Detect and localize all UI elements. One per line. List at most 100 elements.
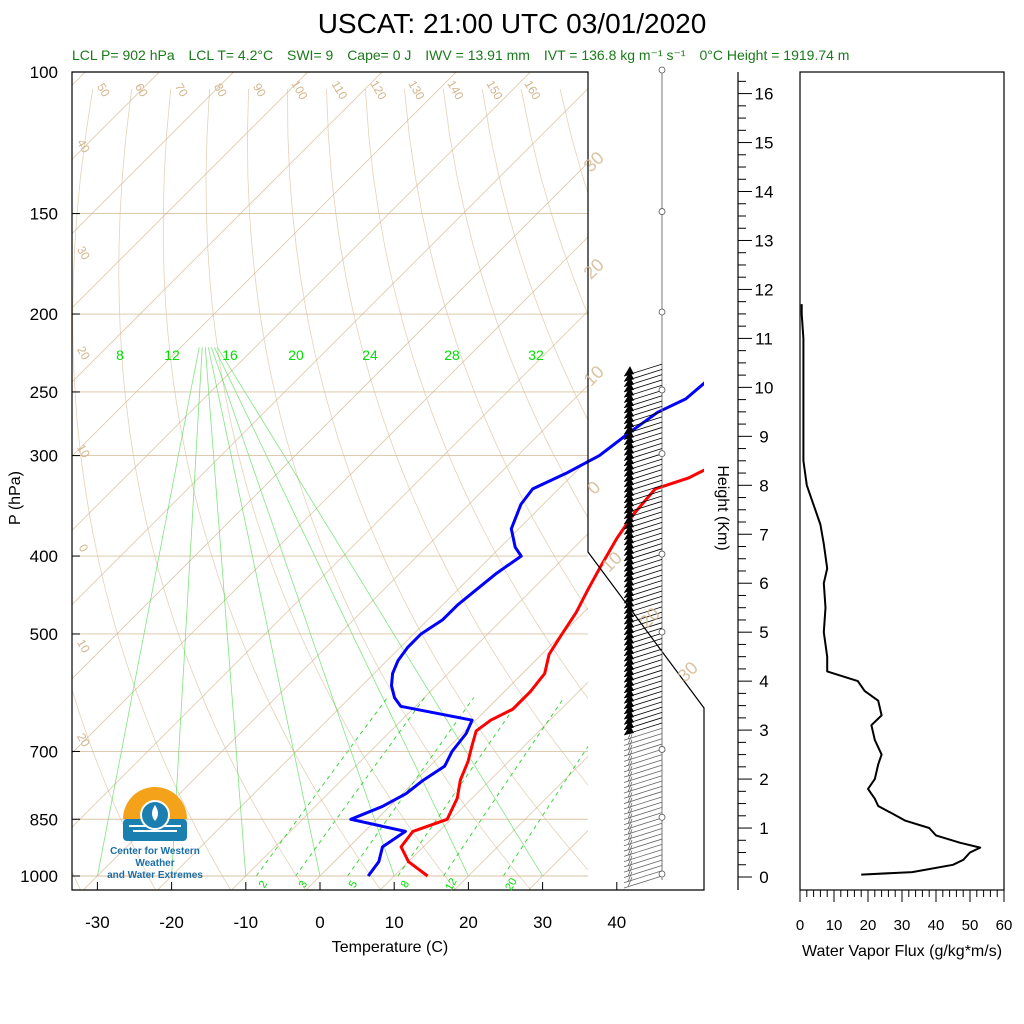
wind-barb-flag: [624, 666, 634, 677]
isotherm-top-label: 110: [329, 78, 351, 102]
temperature-tick-label: 10: [385, 913, 404, 932]
dry-adiabat-line: [162, 88, 382, 890]
isotherm-line: [82, 268, 704, 890]
wind-barb: [623, 653, 663, 667]
wind-barb: [623, 374, 663, 388]
mixing-ratio-bottom-label: 3: [297, 879, 310, 890]
wind-barb-flag: [624, 519, 634, 530]
wind-barb-flag: [624, 540, 634, 551]
temperature-tick-label: 40: [607, 913, 626, 932]
pressure-tick-label: 200: [30, 305, 58, 324]
wind-barb-shaft: [623, 838, 663, 852]
wind-barb-flag: [624, 397, 634, 408]
wind-barb-flag: [624, 603, 634, 614]
wind-barb: [623, 859, 663, 873]
mixing-ratio-line: [443, 697, 565, 877]
isotherm-top-label: 50: [94, 81, 113, 100]
height-axis-label: Height (Km): [714, 465, 731, 550]
mixing-ratio-label: 24: [362, 347, 378, 363]
temperature-tick-label: 20: [459, 913, 478, 932]
wind-barb: [623, 780, 663, 794]
isotherm-line: [72, 72, 606, 606]
wind-barb: [623, 706, 663, 720]
wind-barb: [623, 580, 663, 593]
stat-ivt: IVT = 136.8 kg m⁻¹ s⁻¹: [543, 47, 686, 63]
wind-barb-feather: [627, 861, 633, 872]
pressure-tick-label: 1000: [20, 867, 58, 886]
temperature-line: [399, 468, 704, 878]
wind-barb-flag: [624, 445, 634, 456]
wind-barb-flag: [624, 645, 634, 656]
wind-barb: [623, 384, 663, 398]
y-axis-label: P (hPa): [7, 471, 24, 525]
wind-barb: [623, 421, 663, 435]
wind-barb-feather: [627, 850, 633, 861]
wind-barb-feather: [627, 824, 633, 835]
dry-adiabat-line: [118, 88, 307, 890]
wind-barb-flag: [624, 366, 634, 377]
wind-barb-shaft: [623, 780, 663, 794]
wind-barb-flag: [624, 534, 634, 545]
wind-barb-flag: [624, 461, 634, 472]
wind-barb-flag: [624, 471, 634, 482]
flux-tick-label: 10: [826, 917, 843, 934]
wind-barb-flag: [624, 429, 634, 440]
staff-marker: [658, 550, 666, 558]
wind-barb-shaft: [623, 727, 663, 741]
stat-freezing-height: 0°C Height = 1919.74 m: [699, 47, 850, 63]
wind-barb-shaft: [623, 865, 663, 878]
height-tick-label: 10: [755, 378, 774, 397]
wind-barb-feather: [627, 776, 633, 787]
wind-barb: [623, 490, 663, 504]
isotherm-line: [72, 194, 704, 828]
flux-tick-label: 30: [894, 917, 911, 934]
wind-barb-flag: [624, 508, 634, 519]
wind-barb-flag: [624, 598, 634, 609]
temperature-tick-label: -30: [85, 913, 110, 932]
staff-marker: [658, 628, 666, 636]
mixing-ratio-label: 28: [444, 347, 460, 363]
wind-barb-shaft: [623, 849, 663, 862]
wind-barb-flag: [624, 703, 634, 714]
wind-barb: [623, 405, 663, 419]
wind-barb-flag: [624, 381, 634, 392]
flux-tick-label: 0: [796, 917, 804, 934]
wind-barb-flag: [624, 682, 634, 693]
wind-barb-flag: [624, 466, 634, 477]
pressure-tick-label: 250: [30, 383, 58, 402]
stat-cape: Cape= 0 J: [347, 47, 412, 63]
wind-barb-flag: [624, 529, 634, 540]
wind-barb: [623, 390, 663, 403]
staff-marker: [658, 813, 666, 821]
wind-barb: [623, 722, 663, 736]
wind-barb: [623, 506, 663, 519]
wind-barb-flag: [624, 556, 634, 567]
wind-barb-shaft: [623, 775, 663, 789]
wind-barb: [623, 437, 663, 451]
wind-barb: [623, 843, 663, 857]
wind-barb-shaft: [623, 822, 663, 836]
wind-barb-shaft: [623, 754, 663, 768]
moist-adiabat-line: [217, 347, 543, 877]
wind-barb-shaft: [623, 807, 663, 820]
isotherm-top-label: 80: [211, 81, 230, 100]
isotherm-left-label: 0: [76, 542, 92, 555]
mixing-ratio-label: 12: [164, 347, 180, 363]
wind-barb: [623, 775, 663, 789]
wind-barb-shaft: [623, 796, 663, 810]
isotherm-top-label: 160: [521, 78, 543, 103]
wind-barb-flag: [624, 624, 634, 635]
wind-barb-flag: [624, 450, 634, 461]
wind-barb-flag: [624, 524, 634, 535]
wind-barb-flag: [624, 476, 634, 487]
dry-adiabat-line: [911, 89, 1024, 893]
pressure-tick-label: 300: [30, 447, 58, 466]
wind-barb-shaft: [623, 817, 663, 831]
wind-barb-flag: [624, 629, 634, 640]
stat-iwv: IWV = 13.91 mm: [425, 47, 530, 63]
pressure-tick-label: 700: [30, 742, 58, 761]
cw3e-logo: Center for Western Weather and Water Ext…: [90, 785, 220, 882]
wind-barb-feather: [627, 871, 633, 882]
wind-barb-shaft: [623, 801, 663, 815]
wind-barb: [623, 828, 663, 841]
